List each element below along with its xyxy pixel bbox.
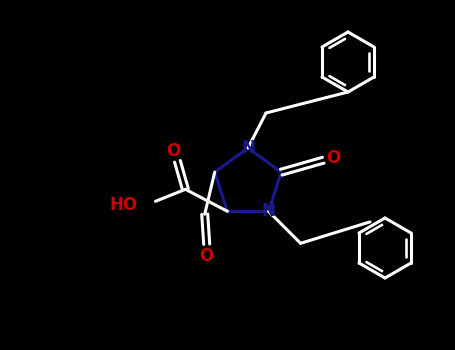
Text: N: N (241, 139, 255, 157)
Text: O: O (200, 247, 214, 265)
Text: HO: HO (109, 196, 137, 214)
Text: O: O (326, 149, 340, 167)
Text: N: N (262, 202, 276, 220)
Text: O: O (167, 142, 181, 160)
